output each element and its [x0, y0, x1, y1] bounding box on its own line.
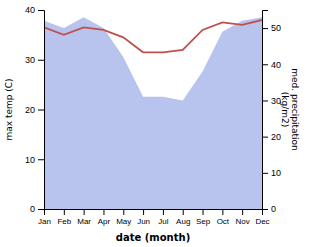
x-tick: Jan: [38, 209, 51, 226]
y-axis-title: max temp (C): [4, 78, 14, 140]
x-tick-label: May: [116, 217, 131, 226]
y-tick-mark: [38, 60, 44, 61]
x-tick: Oct: [217, 209, 230, 226]
y2-axis-line: [263, 11, 269, 210]
y2-tick: 30: [262, 96, 281, 106]
plot: JanFebMarAprMayJunJulAugSepOctNovDec0102…: [4, 5, 300, 243]
x-tick-mark: [103, 209, 104, 215]
y-tick: 0: [30, 204, 44, 214]
x-tick-label: Jun: [137, 217, 150, 226]
x-tick-label: Jul: [158, 217, 168, 226]
y2-tick-mark: [262, 173, 268, 174]
x-tick: May: [116, 209, 131, 226]
x-tick-mark: [183, 209, 184, 215]
y-axis-line: [38, 11, 45, 210]
y2-tick-mark: [262, 28, 268, 29]
x-tick-mark: [84, 209, 85, 215]
y-tick-mark: [38, 209, 44, 210]
y2-tick-mark: [262, 137, 268, 138]
x-tick: Mar: [77, 209, 91, 226]
x-tick-label: Aug: [176, 217, 190, 226]
x-axis: Jan Feb Mar Apr May Jun Jul Aug Sep Oct Nov Dec: [38, 209, 270, 226]
x-tick-mark: [242, 209, 243, 215]
y2-tick-mark: [262, 100, 268, 101]
x-tick: Aug: [176, 209, 190, 226]
x-tick-label: Mar: [77, 217, 91, 226]
x-axis-title: date (month): [116, 232, 190, 243]
y2-tick: 10: [262, 168, 281, 178]
x-tick: Jun: [137, 209, 150, 226]
chart-container: JanFebMarAprMayJunJulAugSepOctNovDec0102…: [0, 0, 318, 247]
y-tick-label: 10: [25, 155, 35, 165]
x-tick-mark: [222, 209, 223, 215]
y2-tick-label: 40: [271, 60, 281, 70]
x-tick-label: Nov: [236, 217, 250, 226]
y2-tick-mark: [262, 64, 268, 65]
x-tick-label: Apr: [98, 217, 111, 226]
x-tick-label: Oct: [217, 217, 230, 226]
x-tick-mark: [123, 209, 124, 215]
y-tick: 40: [25, 5, 44, 15]
y-axis: 0 10 20 30 40: [25, 5, 45, 214]
y2-tick-label: 10: [271, 168, 281, 178]
x-tick-label: Dec: [255, 217, 269, 226]
x-axis-line: [45, 210, 263, 216]
precipitation-area: [44, 17, 262, 209]
y-tick-mark: [38, 159, 44, 160]
y-tick: 10: [25, 155, 44, 165]
temperature-line: [44, 20, 262, 52]
x-tick-mark: [163, 209, 164, 215]
y2-tick: 50: [262, 23, 281, 33]
y2-axis-title-line: (kg/m2): [280, 92, 290, 127]
y2-tick-label: 50: [271, 23, 281, 33]
x-tick: Sep: [196, 209, 211, 226]
marks: [44, 17, 262, 209]
x-tick-mark: [64, 209, 65, 215]
x-tick: Dec: [255, 209, 269, 226]
y-tick: 20: [25, 105, 44, 115]
y2-tick: 40: [262, 60, 281, 70]
y2-tick: 0: [262, 204, 276, 214]
y2-tick-mark: [262, 209, 268, 210]
x-tick-label: Sep: [196, 217, 211, 226]
x-tick-label: Jan: [38, 217, 51, 226]
x-tick-mark: [143, 209, 144, 215]
y-tick-mark: [38, 110, 44, 111]
y2-axis-title-line: med. precipitation: [290, 68, 300, 150]
y2-tick: 20: [262, 132, 281, 142]
x-tick: Jul: [158, 209, 168, 226]
y2-tick-label: 0: [271, 204, 276, 214]
y-tick-label: 40: [25, 5, 35, 15]
chart: JanFebMarAprMayJunJulAugSepOctNovDec0102…: [0, 0, 318, 247]
x-tick-label: Feb: [57, 217, 71, 226]
y2-tick-label: 30: [271, 96, 281, 106]
x-tick: Feb: [57, 209, 71, 226]
y-tick-label: 30: [25, 55, 35, 65]
y2-axis: 0 10 20 30 40 50: [262, 11, 281, 215]
y2-axis-title: med. precipitation(kg/m2): [280, 68, 300, 150]
x-tick-mark: [203, 209, 204, 215]
x-tick: Apr: [98, 209, 111, 226]
y-tick: 30: [25, 55, 44, 65]
y-tick-label: 20: [25, 105, 35, 115]
x-tick: Nov: [236, 209, 250, 226]
y2-tick-label: 20: [271, 132, 281, 142]
y-tick-mark: [38, 10, 44, 11]
y-tick-label: 0: [30, 204, 35, 214]
